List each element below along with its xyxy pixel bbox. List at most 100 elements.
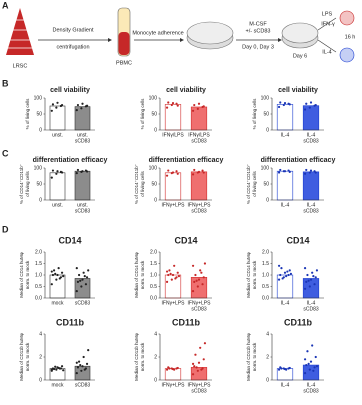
y-tick-label: 100 [149,165,158,171]
dot [75,372,78,375]
dot [314,103,317,107]
y-axis-label: norm. to mock [25,342,30,371]
y-tick-label: 2.0 [262,249,269,255]
dot [51,273,55,277]
dot [170,103,173,107]
y-tick-label: 0.5 [35,284,42,290]
dot [76,366,80,369]
dot [303,108,307,111]
dot [309,360,313,363]
dot [75,109,78,112]
label: +/- sCD83 [246,28,271,34]
arrow-head [180,38,184,42]
bar [74,170,91,201]
dot [203,342,207,345]
x-annotation: sCD83 [303,138,319,144]
lrsc-filter [6,8,34,55]
y-tick-label: 1.0 [150,272,157,278]
bar [164,172,182,201]
dot [201,169,204,172]
dot [283,170,287,173]
dot [76,168,80,172]
y-tick-label: 1.0 [35,272,42,278]
dot [279,168,282,172]
dot [169,272,172,275]
chart-title: CD11b [56,317,85,327]
x-tick-label: mock [52,300,64,306]
label: LRSC [13,63,28,69]
dot [288,366,291,370]
y-tick-label: 0 [39,197,42,203]
chart-title: cell viability [50,87,90,94]
dot [313,366,316,369]
dot [52,269,56,272]
y-tick-label: 50 [36,111,42,117]
dot [288,170,291,173]
dot [314,276,317,279]
x-tick-label: IFNγ+LPS [162,300,186,306]
x-tick-label: IFNγ+LPS [162,202,186,208]
y-axis-label: Median of CD14 huMφ [246,252,251,298]
panel-label: A [2,0,9,10]
bar [302,171,320,201]
dot [200,368,203,371]
dot [165,270,169,273]
dot [314,355,317,359]
dot [50,283,53,286]
dot [173,368,176,371]
y-axis-label: % of CD14⁺CD11b⁺ [246,163,251,204]
y-tick-label: 2.0 [35,249,42,255]
dot [202,276,205,279]
label: PBMC [116,60,132,66]
dot [305,363,308,367]
dot [305,168,308,172]
dot [303,172,307,175]
dot [167,273,170,277]
dot [288,103,291,106]
dot [313,283,316,286]
dot [280,367,283,370]
chart-title: CD14 [174,235,197,245]
dot [77,273,81,277]
dot [196,285,199,288]
x-tick-label: IL-4 [307,202,316,208]
dot [76,103,80,107]
x-tick-label: IL-4 [307,382,316,388]
arrow-head [108,38,112,42]
bar [164,274,182,299]
y-axis-label: Median of CD14 huMφ [134,252,139,298]
y-tick-label: 2 [266,354,269,360]
dot [165,280,169,283]
dot [191,264,195,267]
dot [81,102,84,105]
arrow-head [278,38,282,42]
dot [277,105,281,109]
dot [194,273,197,277]
dot [54,365,57,368]
x-annotation: sCD83 [191,208,207,214]
dot [80,285,83,288]
dot [171,171,175,174]
dot [75,290,78,293]
dot [55,172,58,175]
bar [49,274,66,299]
dot [277,264,281,267]
dot [191,373,195,376]
dot [303,358,307,361]
dot [199,346,202,349]
dot [62,275,65,278]
y-axis-label: norm. to mock [140,342,145,371]
dot [173,264,176,267]
dot [277,278,281,281]
tube-blood [118,32,130,55]
y-tick-label: 0.0 [262,295,269,301]
x-tick-label: unst. [77,202,88,208]
arrow [317,17,337,31]
x-annotation: sCD83 [75,138,91,144]
y-tick-label: 0.5 [150,284,157,290]
bar [276,274,294,299]
filter-lines [6,19,34,49]
y-tick-label: 50 [263,111,269,117]
dot [168,367,171,370]
